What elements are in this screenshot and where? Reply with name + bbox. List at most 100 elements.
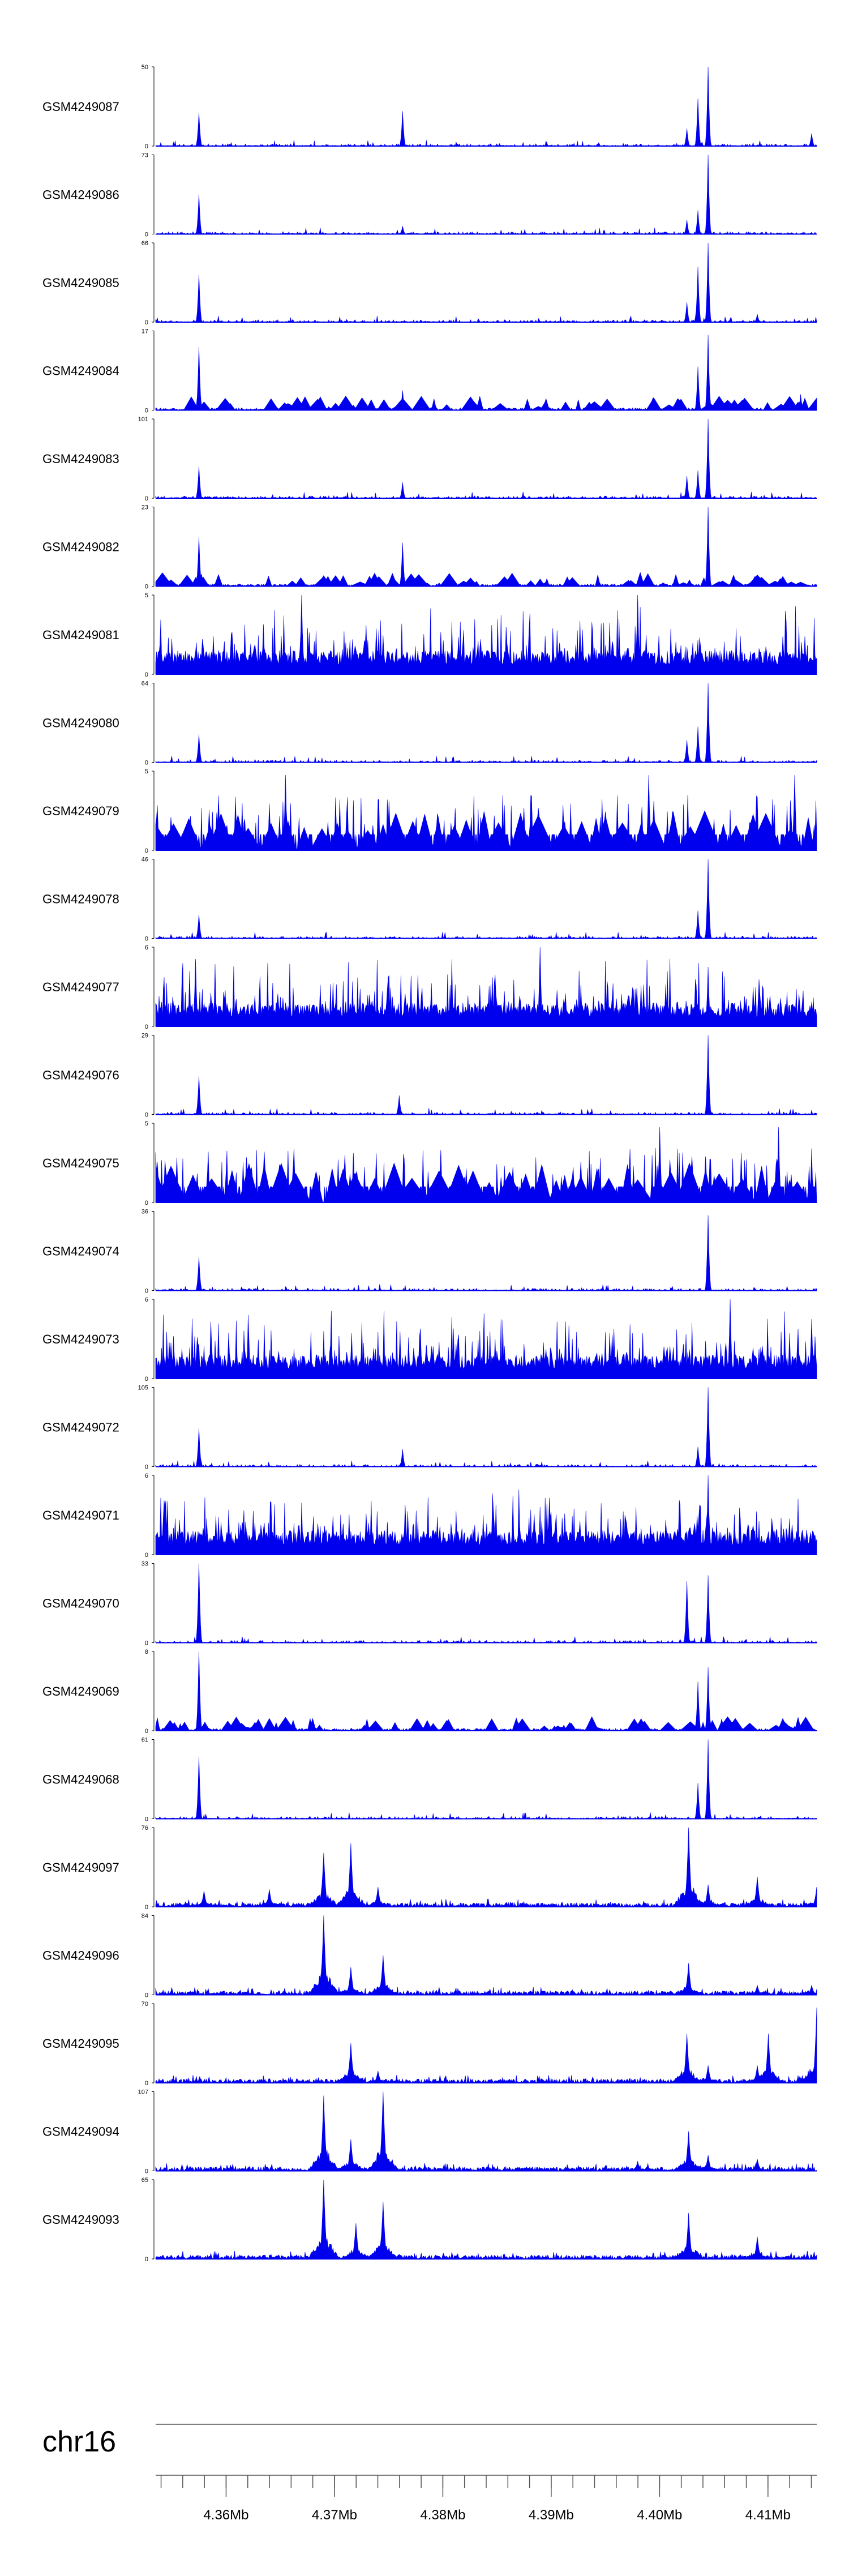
track-label: GSM4249085: [42, 276, 119, 290]
coverage-area: [155, 1915, 817, 1996]
track-label: GSM4249074: [42, 1244, 119, 1259]
track-label: GSM4249079: [42, 804, 119, 818]
track-ymin-label: 0: [145, 1904, 148, 1911]
track-GSM4249075: GSM4249075 5 0: [42, 1120, 817, 1206]
coverage-area: [155, 1387, 817, 1467]
track-label: GSM4249073: [42, 1332, 119, 1346]
track-ymin-label: 0: [145, 671, 148, 678]
track-ymin-label: 0: [145, 848, 148, 854]
tick-label: 4.38Mb: [420, 2507, 465, 2523]
track-label: GSM4249077: [42, 980, 119, 994]
track-ymax-label: 5: [145, 1120, 148, 1127]
track-label: GSM4249087: [42, 100, 119, 114]
track-ymax-label: 101: [138, 416, 148, 423]
track-label: GSM4249069: [42, 1684, 119, 1698]
track-label: GSM4249096: [42, 1949, 119, 1963]
track-GSM4249076: GSM4249076 29 0: [42, 1033, 817, 1119]
track-ymax-label: 6: [145, 944, 148, 951]
track-ymin-label: 0: [145, 1816, 148, 1823]
track-ymax-label: 17: [142, 328, 148, 335]
track-ymax-label: 84: [142, 1913, 148, 1920]
track-ymin-label: 0: [145, 143, 148, 150]
coverage-area: [155, 1215, 817, 1291]
track-label: GSM4249072: [42, 1420, 119, 1435]
track-ymax-label: 5: [145, 768, 148, 775]
track-GSM4249079: GSM4249079 5 0: [42, 768, 817, 854]
track-label: GSM4249071: [42, 1508, 119, 1522]
coverage-area: [155, 1475, 817, 1555]
track-GSM4249082: GSM4249082 23 0: [42, 504, 817, 590]
track-label: GSM4249076: [42, 1068, 119, 1082]
track-ymax-label: 50: [142, 64, 148, 71]
track-ymin-label: 0: [145, 1552, 148, 1559]
coverage-area: [155, 947, 817, 1027]
track-ymax-label: 6: [145, 1296, 148, 1303]
track-ymin-label: 0: [145, 1112, 148, 1119]
track-ymin-label: 0: [145, 1464, 148, 1471]
track-GSM4249074: GSM4249074 36 0: [42, 1209, 817, 1295]
track-ymin-label: 0: [145, 1024, 148, 1030]
coverage-area: [155, 1563, 817, 1644]
track-label: GSM4249097: [42, 1860, 119, 1875]
track-label: GSM4249082: [42, 540, 119, 554]
track-GSM4249083: GSM4249083 101 0: [42, 416, 817, 502]
coverage-area: [155, 242, 817, 323]
track-GSM4249072: GSM4249072 105 0: [42, 1385, 817, 1471]
track-label: GSM4249094: [42, 2125, 119, 2139]
tick-label: 4.39Mb: [529, 2507, 574, 2523]
track-label: GSM4249095: [42, 2036, 119, 2051]
track-ymax-label: 5: [145, 592, 148, 599]
track-ymax-label: 73: [142, 152, 148, 159]
track-label: GSM4249080: [42, 716, 119, 730]
track-ymax-label: 23: [142, 504, 148, 511]
track-ymax-label: 29: [142, 1033, 148, 1039]
track-GSM4249093: GSM4249093 65 0: [42, 2177, 817, 2263]
track-ymin-label: 0: [145, 319, 148, 326]
track-ymax-label: 66: [142, 240, 148, 247]
track-ymin-label: 0: [145, 2168, 148, 2175]
track-GSM4249078: GSM4249078 46 0: [42, 857, 817, 943]
track-GSM4249081: GSM4249081 5 0: [42, 592, 817, 678]
track-GSM4249095: GSM4249095 70 0: [42, 2001, 817, 2087]
tick-label: 4.40Mb: [637, 2507, 682, 2523]
coverage-area: [155, 2007, 817, 2084]
track-ymin-label: 0: [145, 1200, 148, 1206]
track-ymin-label: 0: [145, 2256, 148, 2263]
track-ymax-label: 6: [145, 1473, 148, 1479]
coverage-area: [155, 683, 817, 763]
genome-axis: chr16 4.36Mb 4.37Mb 4.38Mb 4.39Mb 4.40Mb 4.41…: [42, 2424, 817, 2523]
coverage-area: [155, 1651, 817, 1731]
track-label: GSM4249086: [42, 188, 119, 202]
tick-label: 4.41Mb: [745, 2507, 791, 2523]
coverage-area: [155, 1035, 817, 1115]
coverage-area: [155, 155, 817, 235]
track-ymin-label: 0: [145, 760, 148, 767]
track-GSM4249097: GSM4249097 76 0: [42, 1825, 817, 1911]
track-ymax-label: 61: [142, 1737, 148, 1744]
track-GSM4249068: GSM4249068 61 0: [42, 1737, 817, 1823]
track-ymin-label: 0: [145, 1728, 148, 1735]
track-GSM4249094: GSM4249094 107 0: [42, 2089, 817, 2175]
track-ymin-label: 0: [145, 232, 148, 238]
tick-label: 4.37Mb: [312, 2507, 357, 2523]
track-GSM4249080: GSM4249080 64 0: [42, 681, 817, 767]
track-ymax-label: 70: [142, 2001, 148, 2008]
chromosome-label: chr16: [42, 2425, 116, 2458]
coverage-area: [155, 594, 817, 675]
track-ymin-label: 0: [145, 1288, 148, 1295]
track-GSM4249096: GSM4249096 84 0: [42, 1913, 817, 1999]
coverage-area: [155, 2179, 817, 2260]
coverage-area: [155, 66, 817, 147]
track-ymax-label: 46: [142, 857, 148, 863]
track-ymax-label: 107: [138, 2089, 148, 2096]
track-ymin-label: 0: [145, 936, 148, 943]
track-ymin-label: 0: [145, 1640, 148, 1647]
coverage-area: [155, 1827, 817, 1907]
track-label: GSM4249093: [42, 2213, 119, 2227]
track-ymax-label: 65: [142, 2177, 148, 2184]
track-ymax-label: 8: [145, 1649, 148, 1655]
track-label: GSM4249078: [42, 892, 119, 906]
track-ymin-label: 0: [145, 495, 148, 502]
track-ymax-label: 36: [142, 1209, 148, 1216]
